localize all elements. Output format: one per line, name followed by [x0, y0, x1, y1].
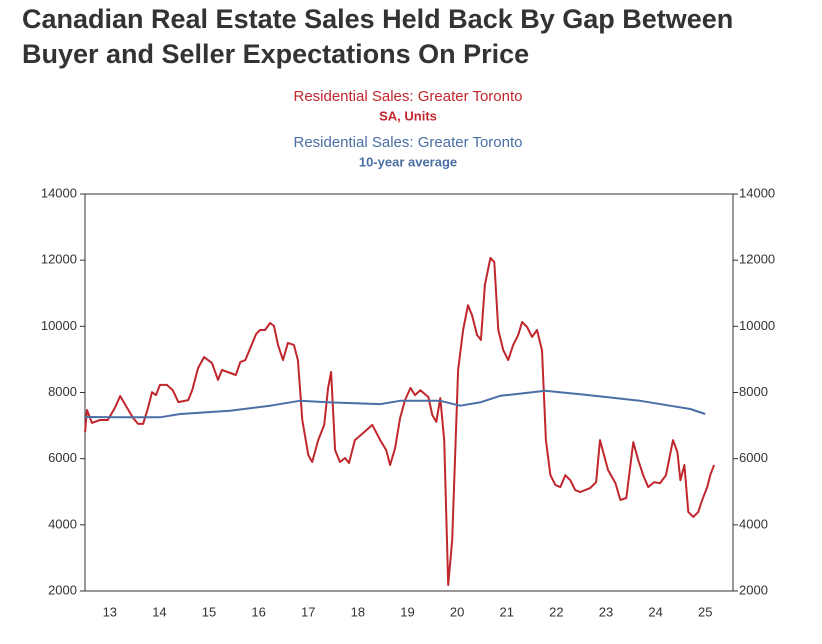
legend-label: Residential Sales: Greater Toronto — [293, 88, 522, 105]
y-tick-label: 6000 — [48, 450, 77, 465]
x-tick-label: 17 — [301, 604, 315, 619]
series-line — [84, 256, 716, 586]
legend-subtitle: SA, Units — [379, 108, 437, 123]
y-tick-label: 2000 — [48, 582, 77, 597]
x-tick-label: 22 — [549, 604, 563, 619]
y2-tick-label: 14000 — [739, 185, 775, 200]
legend-subtitle: 10-year average — [359, 154, 457, 169]
x-tick-label: 25 — [698, 604, 712, 619]
y2-tick-label: 12000 — [739, 252, 775, 267]
x-tick-label: 20 — [450, 604, 464, 619]
y2-tick-label: 10000 — [739, 318, 775, 333]
x-tick-label: 21 — [500, 604, 514, 619]
x-tick-label: 24 — [648, 604, 662, 619]
y-tick-label: 10000 — [41, 318, 77, 333]
y2-tick-label: 6000 — [739, 450, 768, 465]
x-tick-label: 14 — [152, 604, 166, 619]
x-tick-label: 18 — [351, 604, 365, 619]
x-tick-label: 16 — [251, 604, 265, 619]
y2-tick-label: 8000 — [739, 384, 768, 399]
chart-title: Canadian Real Estate Sales Held Back By … — [22, 4, 734, 69]
x-tick-label: 23 — [599, 604, 613, 619]
x-tick-label: 19 — [400, 604, 414, 619]
y-tick-label: 14000 — [41, 185, 77, 200]
y2-tick-label: 4000 — [739, 516, 768, 531]
y2-tick-label: 2000 — [739, 582, 768, 597]
series-line — [84, 389, 706, 419]
x-tick-label: 13 — [103, 604, 117, 619]
y-tick-label: 12000 — [41, 252, 77, 267]
y-tick-label: 4000 — [48, 516, 77, 531]
legend-label: Residential Sales: Greater Toronto — [293, 134, 522, 151]
x-tick-label: 15 — [202, 604, 216, 619]
y-tick-label: 8000 — [48, 384, 77, 399]
